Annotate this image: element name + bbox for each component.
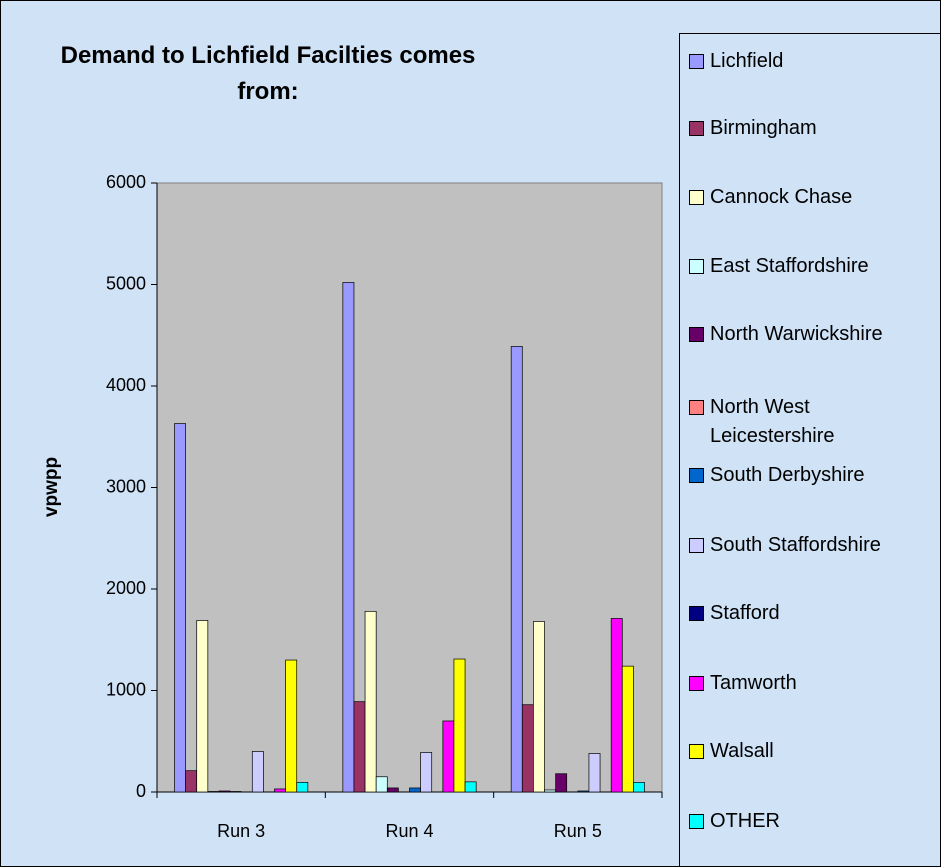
y-tick-label: 3000 bbox=[106, 476, 146, 496]
bar bbox=[251, 751, 264, 793]
legend-swatch bbox=[689, 606, 704, 621]
legend-label: Lichfield bbox=[710, 50, 784, 72]
legend-entry: East Staffordshire bbox=[689, 252, 939, 281]
bar bbox=[185, 770, 198, 793]
plot-area bbox=[156, 182, 663, 793]
legend-swatch bbox=[689, 814, 704, 829]
legend-label: Tamworth bbox=[710, 672, 797, 694]
legend-label: South Staffordshire bbox=[710, 534, 881, 556]
legend-swatch bbox=[689, 190, 704, 205]
legend-swatch bbox=[689, 400, 704, 415]
bar bbox=[229, 791, 242, 793]
legend-entry: North Warwickshire bbox=[689, 320, 939, 349]
bar bbox=[207, 791, 220, 793]
y-tick-label: 4000 bbox=[106, 375, 146, 395]
bar bbox=[285, 659, 298, 793]
legend-label: Stafford bbox=[710, 602, 780, 624]
legend-swatch bbox=[689, 468, 704, 483]
bar bbox=[442, 720, 455, 793]
chart-title: Demand to Lichfield Facilties comes from… bbox=[60, 42, 476, 105]
x-tick-label: Run 5 bbox=[554, 821, 602, 841]
bar bbox=[453, 658, 466, 793]
y-tick-label: 1000 bbox=[106, 679, 146, 699]
bar bbox=[588, 753, 601, 793]
bar bbox=[510, 346, 523, 793]
legend-entry: South Staffordshire bbox=[689, 531, 939, 560]
bar bbox=[521, 704, 534, 793]
bar bbox=[196, 620, 209, 793]
legend-swatch bbox=[689, 744, 704, 759]
legend-swatch bbox=[689, 538, 704, 553]
bar bbox=[464, 781, 477, 793]
legend-label: Cannock Chase bbox=[710, 186, 853, 208]
bar bbox=[296, 782, 309, 793]
legend-entry: Birmingham bbox=[689, 114, 939, 143]
legend-swatch bbox=[689, 259, 704, 274]
legend-label: South Derbyshire bbox=[710, 464, 865, 486]
legend-label: Walsall bbox=[710, 740, 774, 762]
legend-entry: Lichfield bbox=[689, 47, 939, 76]
legend-border bbox=[679, 33, 941, 867]
legend-entry: Stafford bbox=[689, 599, 939, 628]
bar bbox=[633, 782, 645, 793]
legend-swatch bbox=[689, 121, 704, 136]
bar bbox=[353, 701, 366, 793]
y-tick-label: 0 bbox=[136, 781, 146, 801]
legend-label: East Staffordshire bbox=[710, 255, 869, 277]
legend-entry: North West Leicestershire bbox=[689, 393, 939, 451]
bar bbox=[274, 788, 286, 793]
bar bbox=[610, 618, 623, 793]
bar bbox=[364, 610, 377, 793]
legend-entry: Cannock Chase bbox=[689, 183, 939, 212]
bar bbox=[375, 776, 388, 793]
bar bbox=[533, 621, 545, 793]
bar bbox=[409, 787, 421, 793]
legend-swatch bbox=[689, 676, 704, 691]
bar bbox=[342, 282, 355, 793]
legend-label: OTHER bbox=[710, 810, 780, 832]
x-tick-label: Run 3 bbox=[217, 821, 265, 841]
y-tick-label: 5000 bbox=[106, 273, 146, 293]
legend-label: Birmingham bbox=[710, 117, 817, 139]
bar bbox=[420, 752, 433, 793]
y-axis-label: vpwpp bbox=[41, 457, 62, 517]
x-tick-label: Run 4 bbox=[385, 821, 433, 841]
legend-entry: South Derbyshire bbox=[689, 461, 939, 490]
bar bbox=[621, 665, 634, 793]
legend-label: North Warwickshire bbox=[710, 323, 883, 345]
y-tick-label: 2000 bbox=[106, 578, 146, 598]
bar bbox=[577, 790, 590, 793]
bar bbox=[544, 789, 556, 793]
legend-swatch bbox=[689, 327, 704, 342]
bar bbox=[555, 773, 568, 793]
legend-label: North West Leicestershire bbox=[710, 396, 835, 447]
bar bbox=[386, 787, 399, 793]
bar bbox=[174, 423, 186, 793]
legend-entry: Walsall bbox=[689, 737, 939, 766]
legend-entry: OTHER bbox=[689, 807, 939, 836]
bar bbox=[218, 790, 231, 793]
legend-entry: Tamworth bbox=[689, 669, 939, 698]
legend-swatch bbox=[689, 54, 704, 69]
y-tick-label: 6000 bbox=[106, 172, 146, 192]
